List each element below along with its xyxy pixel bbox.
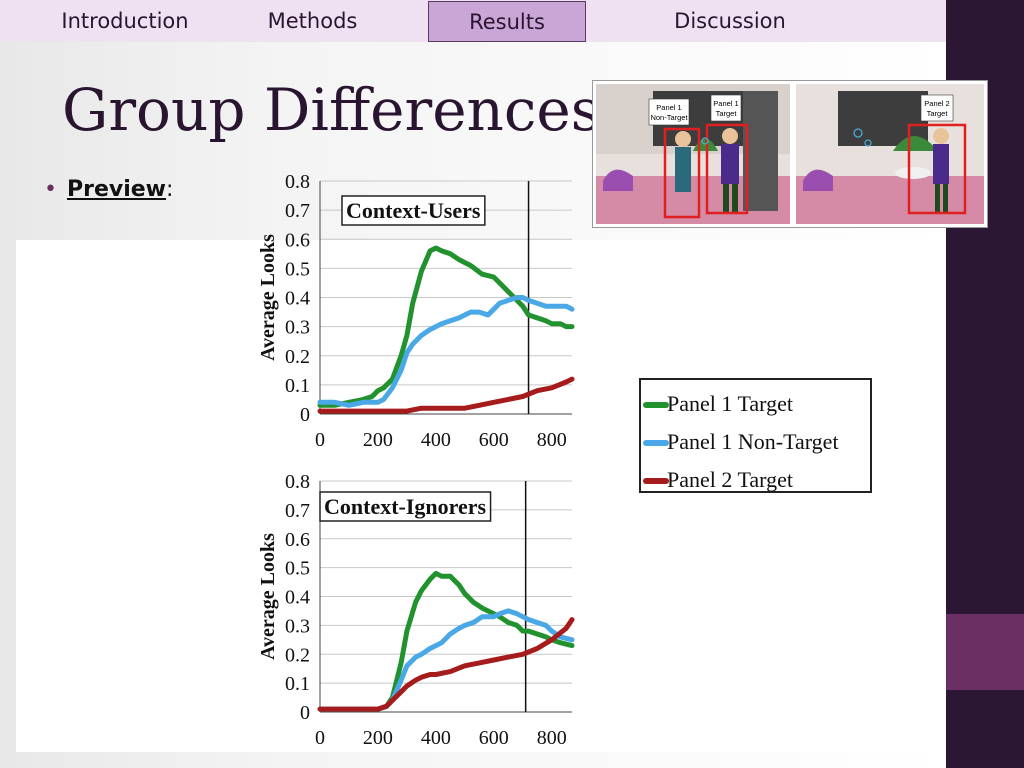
x-tick-label: 400 [421, 429, 451, 451]
series-line-0 [317, 245, 575, 408]
y-tick-label: 0.8 [285, 471, 310, 493]
y-tick-label: 0.7 [285, 200, 310, 222]
x-tick-label: 0 [315, 429, 325, 451]
y-tick-label: 0.6 [285, 529, 310, 551]
x-tick-label: 600 [479, 727, 509, 749]
y-axis-label: Average Looks [257, 533, 279, 660]
y-tick-label: 0.4 [285, 587, 310, 609]
tab-discussion[interactable]: Discussion [674, 9, 786, 33]
x-tick-label: 800 [537, 727, 567, 749]
label-panel1-nontarget-l2: Non-Target [650, 113, 688, 122]
page-title: Group Differences [62, 76, 601, 144]
chart-title-box [319, 491, 492, 522]
y-tick-label: 0 [300, 404, 310, 426]
y-tick-label: 0.2 [285, 644, 310, 666]
legend-item-panel1-nontarget: Panel 1 Non-Target [641, 426, 874, 456]
y-tick-label: 0.7 [285, 500, 310, 522]
label-panel1-target-l2: Target [716, 109, 738, 118]
tab-introduction[interactable]: Introduction [61, 9, 189, 33]
y-tick-label: 0.8 [285, 171, 310, 193]
chart-context-users: 0 0.1 0.2 0.3 0.4 0.5 0.6 0.7 0.8 0 200 400 600 800 Av… [246, 170, 576, 460]
bullet-label: Preview [66, 177, 167, 202]
series-line-1 [317, 295, 575, 408]
stimulus-figure: Panel 1 Non-Target Panel 1 Target Panel … [592, 80, 988, 228]
y-tick-label: 0 [300, 702, 310, 724]
label-panel1-nontarget-l1: Panel 1 [656, 103, 681, 112]
chart-title: Context-Ignorers [324, 494, 487, 519]
y-tick-label: 0.1 [285, 673, 310, 695]
chart-legend: Panel 1 Target Panel 1 Non-Target Panel … [639, 378, 872, 493]
legend-item-panel2-target: Panel 2 Target [641, 464, 874, 494]
section-nav: Introduction Methods Results Discussion [0, 0, 946, 42]
legend-swatch [643, 440, 669, 446]
label-panel2-target-l1: Panel 2 [924, 99, 949, 108]
y-tick-label: 0.5 [285, 558, 310, 580]
x-tick-label: 200 [363, 727, 393, 749]
series-line-2 [317, 376, 575, 414]
chart-title-box [341, 195, 486, 226]
legend-item-panel1-target: Panel 1 Target [641, 388, 874, 418]
x-tick-label: 200 [363, 429, 393, 451]
y-tick-label: 0.3 [285, 317, 310, 339]
legend-label: Panel 1 Target [667, 391, 793, 416]
y-tick-label: 0.2 [285, 346, 310, 368]
label-panel1-target-l1: Panel 1 [713, 99, 738, 108]
bullet-suffix: : [166, 177, 174, 202]
x-tick-label: 400 [421, 727, 451, 749]
x-tick-label: 0 [315, 727, 325, 749]
legend-label: Panel 1 Non-Target [667, 429, 839, 454]
right-accent-block [946, 614, 1024, 690]
y-tick-label: 0.1 [285, 375, 310, 397]
y-tick-label: 0.6 [285, 229, 310, 251]
stimulus-illustration: Panel 1 Non-Target Panel 1 Target Panel … [596, 84, 984, 224]
label-panel2-target-l2: Target [927, 109, 949, 118]
y-axis-label: Average Looks [257, 234, 279, 361]
chart-title: Context-Users [346, 198, 481, 223]
series-line-1 [317, 608, 575, 712]
x-tick-label: 600 [479, 429, 509, 451]
y-tick-label: 0.3 [285, 615, 310, 637]
y-tick-label: 0.5 [285, 258, 310, 280]
legend-label: Panel 2 Target [667, 467, 793, 492]
tab-results[interactable]: Results [428, 1, 586, 42]
chart-context-ignorers-svg: 0 0.1 0.2 0.3 0.4 0.5 0.6 0.7 0.8 0 200 400 600 800 Av… [257, 471, 575, 749]
bullet-dot: • [44, 177, 57, 202]
tab-methods[interactable]: Methods [267, 9, 358, 33]
legend-swatch [643, 402, 669, 408]
chart-context-users-svg: 0 0.1 0.2 0.3 0.4 0.5 0.6 0.7 0.8 0 200 400 600 800 Av… [257, 171, 575, 451]
x-tick-label: 800 [537, 429, 567, 451]
y-tick-label: 0.4 [285, 288, 310, 310]
legend-swatch [643, 478, 669, 484]
series-line-2 [317, 617, 575, 712]
chart-context-ignorers: 0 0.1 0.2 0.3 0.4 0.5 0.6 0.7 0.8 0 200 400 600 800 Av… [246, 468, 576, 750]
bullet-preview: • Preview: [44, 177, 173, 202]
series-line-0 [317, 570, 575, 712]
